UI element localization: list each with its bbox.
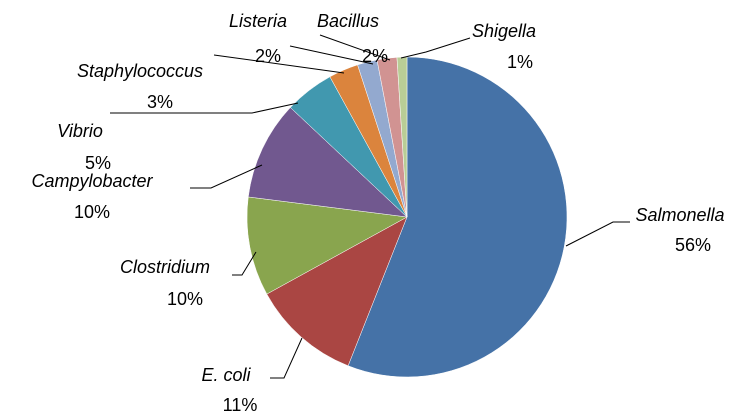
leader-line bbox=[110, 102, 299, 114]
value-label: 11% bbox=[223, 395, 258, 414]
leader-line bbox=[270, 337, 303, 379]
slice-label: Listeria bbox=[229, 11, 287, 31]
pie-slice bbox=[246, 196, 408, 295]
leader-line bbox=[190, 164, 263, 189]
leader-line bbox=[400, 37, 471, 59]
slice-label: Campylobacter bbox=[31, 171, 153, 191]
pie-slice bbox=[247, 107, 408, 218]
pie-slice bbox=[347, 56, 568, 378]
value-label: 3% bbox=[147, 92, 173, 112]
leader-line bbox=[289, 45, 374, 65]
value-label: 2% bbox=[255, 46, 281, 66]
slice-label: Staphylococcus bbox=[77, 61, 203, 81]
leader-line bbox=[565, 221, 630, 247]
slice-label: Salmonella bbox=[635, 205, 724, 225]
value-label: 2% bbox=[362, 46, 388, 66]
pie-slice bbox=[266, 216, 408, 367]
leader-line bbox=[213, 54, 345, 74]
leader-line bbox=[319, 34, 391, 61]
slice-label: Vibrio bbox=[57, 121, 103, 141]
value-label: 1% bbox=[507, 52, 533, 72]
slice-label: Shigella bbox=[472, 21, 536, 41]
slice-label: Bacillus bbox=[317, 11, 379, 31]
leader-line bbox=[232, 251, 257, 276]
value-label: 5% bbox=[85, 153, 111, 173]
value-label: 10% bbox=[74, 202, 110, 222]
value-label: 10% bbox=[167, 289, 203, 309]
slice-label: E. coli bbox=[201, 365, 251, 385]
value-label: 56% bbox=[675, 235, 711, 255]
slice-label: Clostridium bbox=[120, 257, 210, 277]
